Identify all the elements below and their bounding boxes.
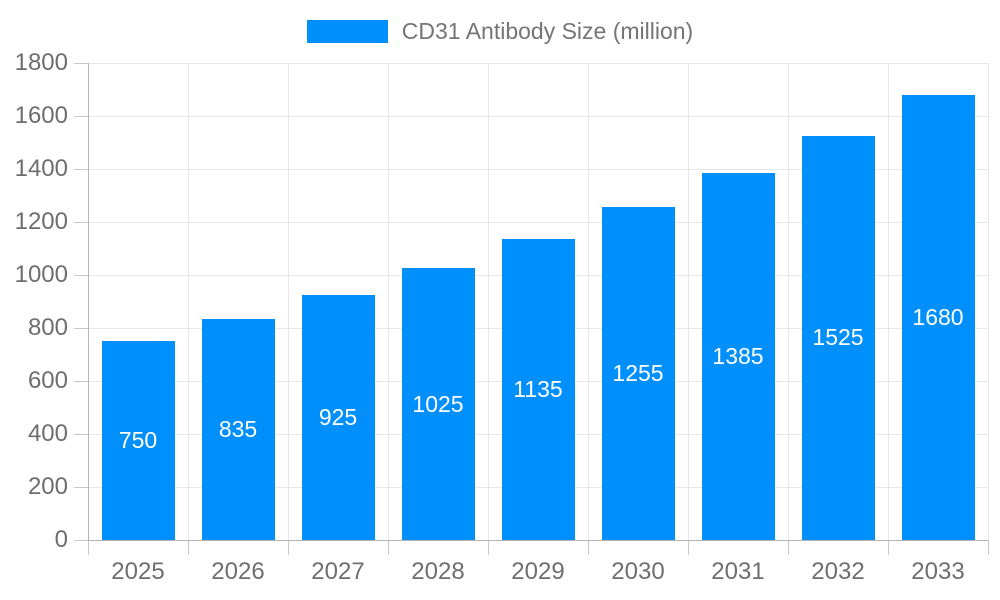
y-axis-tick-label: 1400 (14, 155, 68, 182)
x-axis-tick-label: 2033 (911, 558, 965, 585)
y-axis-tick-label: 200 (27, 473, 68, 500)
y-axis-tick-label: 800 (27, 314, 68, 341)
y-axis-tick-label: 1600 (14, 102, 68, 129)
bar-value-label: 835 (218, 415, 258, 442)
horizontal-gridline (88, 221, 988, 223)
vertical-gridline (687, 63, 689, 540)
y-axis-tick-label: 600 (27, 367, 68, 394)
vertical-gridline (487, 63, 489, 540)
bar-2028[interactable]: 1025 (401, 268, 475, 540)
x-axis-tick-label: 2029 (511, 558, 565, 585)
bar-2025[interactable]: 750 (101, 341, 175, 540)
y-axis-tick (74, 486, 88, 488)
x-axis-tick (287, 540, 289, 555)
bar-2031[interactable]: 1385 (701, 172, 775, 540)
y-axis-tick-label: 0 (54, 526, 68, 553)
y-axis-tick-label: 1200 (14, 208, 68, 235)
horizontal-gridline (88, 168, 988, 170)
bar-value-label: 1255 (612, 360, 664, 387)
vertical-gridline (187, 63, 189, 540)
bar-value-label: 750 (118, 427, 158, 454)
bar-value-label: 1025 (412, 390, 464, 417)
vertical-gridline (787, 63, 789, 540)
x-axis-tick (387, 540, 389, 555)
bar-value-label: 925 (318, 403, 358, 430)
x-axis-tick-label: 2030 (611, 558, 665, 585)
x-axis-tick (787, 540, 789, 555)
y-axis-tick (74, 115, 88, 117)
y-axis-tick (74, 221, 88, 223)
legend-label: CD31 Antibody Size (million) (401, 17, 694, 44)
x-axis-tick-label: 2028 (411, 558, 465, 585)
vertical-gridline (587, 63, 589, 540)
legend-swatch (306, 19, 388, 43)
vertical-gridline (987, 63, 989, 540)
x-axis-tick (587, 540, 589, 555)
bar-2033[interactable]: 1680 (901, 94, 975, 540)
bar-2029[interactable]: 1135 (501, 239, 575, 540)
x-axis-tick (987, 540, 989, 555)
horizontal-gridline (88, 115, 988, 117)
x-axis-tick-label: 2031 (711, 558, 765, 585)
x-axis-tick-label: 2025 (111, 558, 165, 585)
bar-value-label: 1525 (812, 324, 864, 351)
bar-2030[interactable]: 1255 (601, 207, 675, 540)
bar-value-label: 1135 (513, 376, 563, 403)
x-axis-tick (887, 540, 889, 555)
y-axis-tick (74, 62, 88, 64)
vertical-gridline (887, 63, 889, 540)
x-axis-tick (187, 540, 189, 555)
x-axis-tick (87, 540, 89, 555)
y-axis-line (87, 63, 89, 540)
vertical-gridline (387, 63, 389, 540)
bar-2027[interactable]: 925 (301, 294, 375, 540)
legend[interactable]: CD31 Antibody Size (million) (0, 17, 1000, 45)
y-axis-tick (74, 433, 88, 435)
vertical-gridline (287, 63, 289, 540)
y-axis-tick (74, 274, 88, 276)
x-axis-tick (687, 540, 689, 555)
x-axis-tick-label: 2026 (211, 558, 265, 585)
horizontal-gridline (88, 62, 988, 64)
y-axis-tick-label: 400 (27, 420, 68, 447)
bar-2026[interactable]: 835 (201, 318, 275, 540)
y-axis-tick (74, 168, 88, 170)
bar-2032[interactable]: 1525 (801, 135, 875, 540)
x-axis-tick-label: 2027 (311, 558, 365, 585)
x-axis-tick (487, 540, 489, 555)
x-axis-line (88, 539, 988, 541)
y-axis-tick (74, 380, 88, 382)
y-axis-tick (74, 327, 88, 329)
y-axis-tick-label: 1000 (14, 261, 68, 288)
bar-value-label: 1680 (912, 303, 964, 330)
y-axis-tick-label: 1800 (14, 49, 68, 76)
x-axis-tick-label: 2032 (811, 558, 865, 585)
y-axis-tick (74, 539, 88, 541)
bar-value-label: 1385 (712, 342, 764, 369)
